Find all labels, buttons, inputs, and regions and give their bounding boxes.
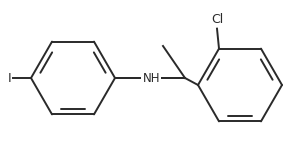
Text: NH: NH (143, 72, 160, 84)
Text: Cl: Cl (211, 13, 223, 26)
Text: I: I (7, 72, 11, 84)
